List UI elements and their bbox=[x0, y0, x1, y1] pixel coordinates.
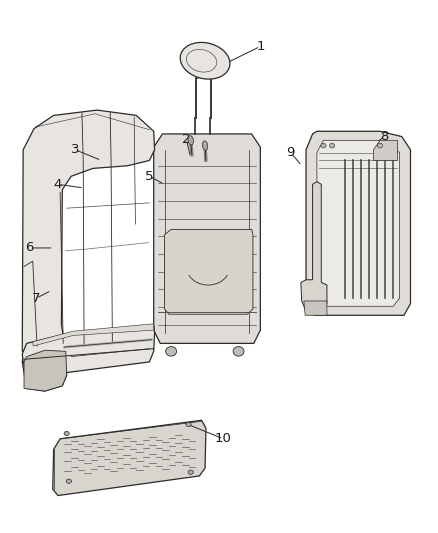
Text: 2: 2 bbox=[182, 133, 191, 146]
Text: 6: 6 bbox=[25, 241, 34, 254]
Polygon shape bbox=[22, 110, 155, 351]
Text: 9: 9 bbox=[286, 146, 295, 159]
Text: 1: 1 bbox=[256, 40, 265, 53]
Polygon shape bbox=[53, 420, 206, 496]
Polygon shape bbox=[301, 182, 327, 312]
Polygon shape bbox=[22, 325, 155, 373]
Polygon shape bbox=[317, 140, 399, 306]
Text: 5: 5 bbox=[145, 170, 154, 183]
Text: 7: 7 bbox=[32, 292, 40, 305]
Polygon shape bbox=[24, 350, 67, 391]
Polygon shape bbox=[33, 324, 154, 346]
Ellipse shape bbox=[186, 422, 191, 426]
Polygon shape bbox=[22, 336, 67, 391]
Polygon shape bbox=[306, 131, 410, 316]
Ellipse shape bbox=[329, 143, 335, 148]
Ellipse shape bbox=[233, 346, 244, 356]
Text: 8: 8 bbox=[380, 130, 389, 143]
Ellipse shape bbox=[180, 43, 230, 79]
Ellipse shape bbox=[188, 470, 193, 474]
Polygon shape bbox=[154, 134, 260, 343]
Ellipse shape bbox=[166, 346, 177, 356]
Ellipse shape bbox=[64, 431, 69, 435]
Ellipse shape bbox=[188, 135, 194, 145]
Ellipse shape bbox=[321, 143, 326, 148]
Ellipse shape bbox=[378, 143, 383, 148]
Text: 10: 10 bbox=[215, 432, 232, 446]
Ellipse shape bbox=[202, 141, 208, 150]
Polygon shape bbox=[165, 229, 253, 314]
Polygon shape bbox=[304, 301, 327, 316]
Ellipse shape bbox=[66, 479, 71, 483]
Text: 3: 3 bbox=[71, 143, 80, 156]
Polygon shape bbox=[374, 140, 397, 160]
Text: 4: 4 bbox=[54, 178, 62, 191]
